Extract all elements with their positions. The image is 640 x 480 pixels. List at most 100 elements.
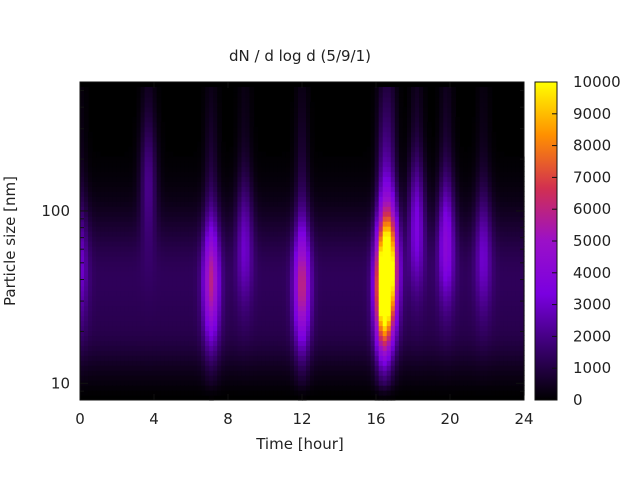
heat-cell — [366, 226, 372, 232]
heat-cell — [128, 280, 134, 287]
heat-cell — [338, 191, 343, 197]
heat-cell — [261, 370, 267, 376]
heat-cell — [217, 101, 222, 108]
heat-cell — [245, 96, 251, 103]
heat-cell — [233, 255, 239, 262]
heat-cell — [205, 245, 210, 252]
heat-cell — [314, 295, 319, 302]
heat-cell — [310, 260, 315, 267]
heat-cell — [318, 161, 323, 168]
heat-cell — [382, 320, 388, 327]
heat-cell — [410, 136, 416, 143]
heat-cell — [80, 186, 85, 192]
heat-cell — [382, 141, 388, 148]
heat-cell — [92, 236, 97, 242]
heat-cell — [201, 116, 206, 123]
heat-cell — [402, 350, 408, 356]
heat-cell — [439, 231, 444, 237]
heat-cell — [334, 156, 339, 163]
heat-cell — [205, 116, 210, 123]
heat-cell — [188, 216, 194, 222]
heat-cell — [205, 360, 210, 366]
heat-cell — [318, 196, 323, 202]
heat-cell — [302, 255, 307, 262]
heat-cell — [176, 295, 182, 302]
heat-cell — [116, 340, 121, 346]
heat-cell — [156, 156, 162, 163]
heat-cell — [168, 380, 174, 386]
heat-cell — [402, 151, 408, 158]
heat-cell — [84, 345, 89, 351]
heat-cell — [406, 385, 412, 391]
heat-cell — [120, 375, 125, 381]
heat-cell — [366, 186, 372, 192]
heat-cell — [128, 236, 134, 242]
heat-cell — [209, 241, 214, 247]
heat-cell — [237, 166, 243, 173]
heat-cell — [423, 161, 428, 168]
heat-cell — [322, 216, 327, 222]
heat-cell — [209, 106, 214, 113]
heat-cell — [378, 106, 384, 113]
heat-cell — [406, 345, 412, 351]
heat-cell — [390, 370, 396, 376]
heat-cell — [362, 305, 368, 312]
heat-cell — [314, 241, 319, 247]
heat-cell — [386, 395, 392, 401]
heat-cell — [306, 101, 311, 108]
heat-cell — [390, 121, 396, 128]
heat-cell — [273, 186, 279, 192]
heat-cell — [293, 270, 299, 277]
heat-cell — [241, 315, 247, 322]
heat-cell — [241, 335, 247, 341]
heat-cell — [285, 385, 291, 391]
heat-cell — [205, 126, 210, 133]
heat-cell — [346, 390, 352, 396]
heat-cell — [172, 260, 178, 267]
heat-cell — [176, 270, 182, 277]
heat-cell — [297, 275, 303, 282]
heat-cell — [443, 136, 448, 143]
heat-cell — [88, 380, 93, 386]
heat-cell — [201, 330, 206, 337]
heat-cell — [249, 201, 255, 207]
heat-cell — [350, 166, 356, 173]
heat-cell — [201, 101, 206, 108]
heat-cell — [439, 255, 444, 262]
heat-cell — [265, 201, 271, 207]
heat-cell — [245, 355, 251, 361]
heat-cell — [423, 116, 428, 123]
heat-cell — [358, 385, 364, 391]
heat-cell — [297, 106, 303, 113]
heat-cell — [289, 171, 295, 178]
heat-cell — [415, 340, 420, 346]
heat-cell — [193, 280, 198, 287]
heat-cell — [277, 161, 283, 168]
heat-cell — [112, 385, 117, 391]
heat-cell — [128, 285, 134, 292]
heat-cell — [237, 111, 243, 118]
heat-cell — [225, 236, 230, 242]
heat-cell — [382, 305, 388, 312]
heat-cell — [225, 345, 230, 351]
heat-cell — [152, 206, 158, 212]
heat-cell — [188, 345, 194, 351]
heat-cell — [310, 171, 315, 178]
heat-cell — [132, 370, 138, 376]
heat-cell — [193, 211, 198, 217]
heat-cell — [80, 101, 85, 108]
heat-cell — [306, 191, 311, 197]
heat-cell — [221, 305, 226, 312]
heat-cell — [310, 196, 315, 202]
heat-cell — [285, 171, 291, 178]
heat-cell — [152, 111, 158, 118]
heat-cell — [302, 370, 307, 376]
heat-cell — [144, 86, 150, 93]
heat-cell — [382, 295, 388, 302]
heat-cell — [205, 365, 210, 371]
heat-cell — [439, 116, 444, 123]
heat-cell — [84, 171, 89, 178]
heat-cell — [427, 330, 432, 337]
heat-cell — [108, 206, 113, 212]
heat-cell — [104, 211, 109, 217]
